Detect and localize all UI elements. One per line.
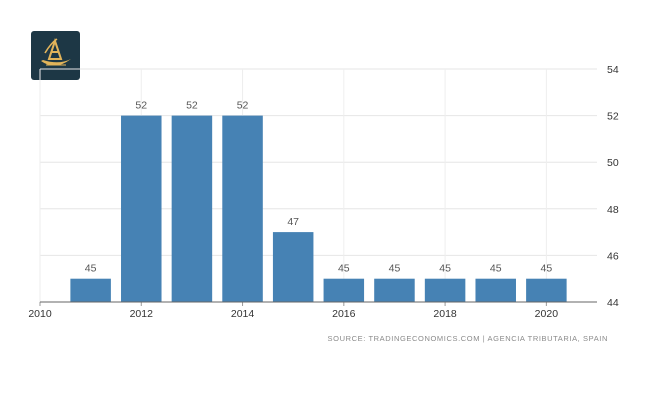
bar-value-label: 52: [237, 100, 249, 112]
bar: [222, 115, 263, 302]
y-tick-label: 46: [607, 250, 619, 262]
y-tick-label: 52: [607, 111, 619, 123]
bar: [70, 278, 111, 302]
bar-value-label: 45: [389, 263, 401, 275]
bar-value-label: 45: [85, 263, 97, 275]
bar-value-label: 45: [541, 263, 553, 275]
bar-value-label: 47: [287, 216, 299, 228]
bar: [171, 115, 213, 302]
y-tick-label: 54: [607, 64, 619, 76]
x-tick-label: 2020: [535, 308, 559, 320]
y-tick-label: 48: [607, 204, 619, 216]
bar-value-label: 52: [186, 100, 198, 112]
y-tick-label: 44: [607, 297, 619, 309]
x-tick-label: 2010: [28, 308, 52, 320]
bar: [121, 115, 162, 302]
x-tick-label: 2014: [231, 308, 255, 320]
bar: [475, 278, 516, 302]
x-tick-label: 2016: [332, 308, 356, 320]
bar-value-label: 45: [490, 263, 502, 275]
bar: [424, 278, 466, 302]
brand-logo-icon: [41, 37, 71, 66]
x-tick-label: 2012: [130, 308, 154, 320]
source-note: SOURCE: TRADINGECONOMICS.COM | AGENCIA T…: [327, 334, 608, 343]
bar-value-label: 45: [338, 263, 350, 275]
bar: [526, 278, 567, 302]
bar: [374, 278, 415, 302]
bar: [323, 278, 365, 302]
brand-logo: [31, 31, 80, 80]
bar-value-label: 45: [439, 263, 451, 275]
bar: [272, 232, 314, 302]
bar-value-label: 52: [135, 100, 147, 112]
x-tick-label: 2018: [433, 308, 457, 320]
y-tick-label: 50: [607, 157, 619, 169]
